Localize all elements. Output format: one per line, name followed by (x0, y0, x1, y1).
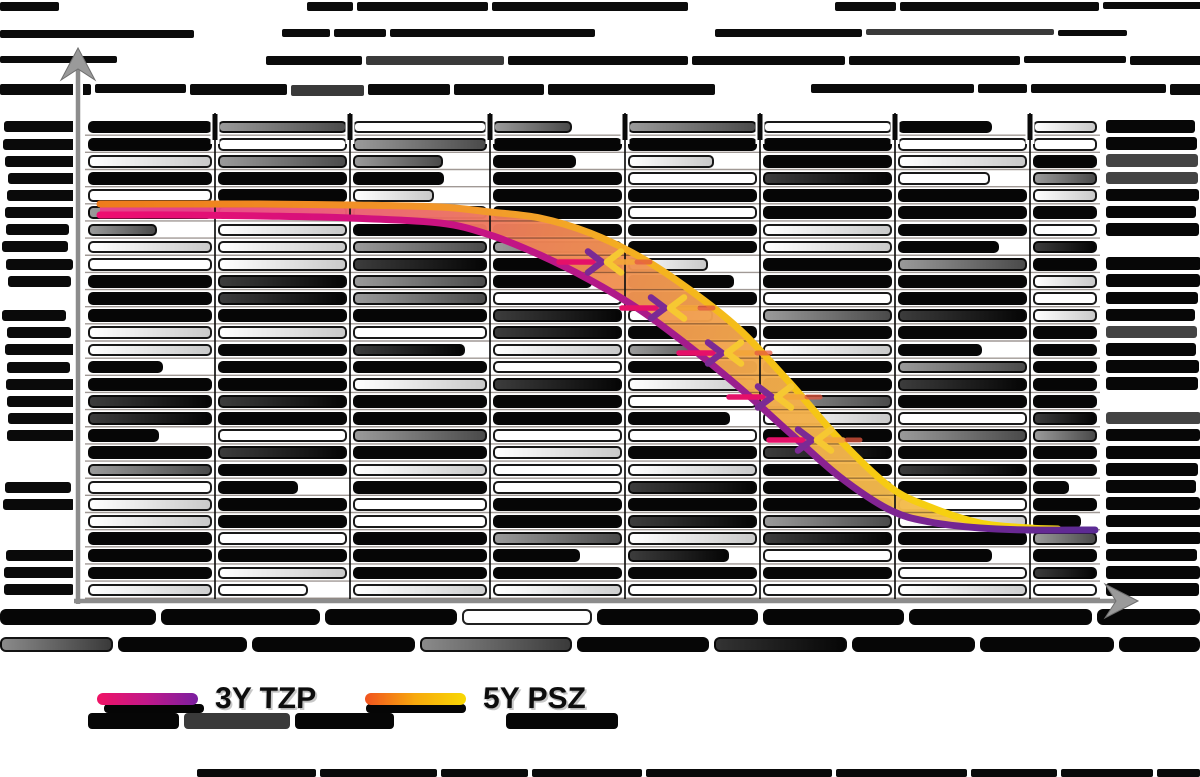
arrow-pair-icon (766, 426, 863, 454)
legend-label-3y-tzp: 3Y TZP (214, 682, 317, 715)
legend-item-5y-psz: 5Y PSZ (365, 681, 586, 717)
arrow-pair-icon (556, 248, 653, 276)
axes (59, 46, 1140, 620)
legend-swatch-3y-tzp (97, 693, 198, 705)
grid-overlay (85, 110, 1100, 599)
arrow-pair-icon (619, 294, 716, 322)
convergence-arrows (556, 248, 863, 454)
x-axis-arrowhead-icon (1103, 582, 1140, 620)
legend-swatch-5y-psz (365, 693, 467, 705)
arrow-pair-icon (726, 383, 823, 411)
y-axis-arrowhead-icon (59, 46, 97, 82)
legend-item-3y-tzp: 3Y TZP (97, 681, 316, 717)
legend-label-5y-psz: 5Y PSZ (482, 682, 587, 715)
chart-legend: 3Y TZP 5Y PSZ (97, 679, 586, 719)
series-band (100, 203, 1095, 531)
curve-5y-psz (96, 200, 1062, 533)
curve-3y-tzp (96, 211, 1099, 534)
arrow-pair-icon (676, 339, 773, 367)
